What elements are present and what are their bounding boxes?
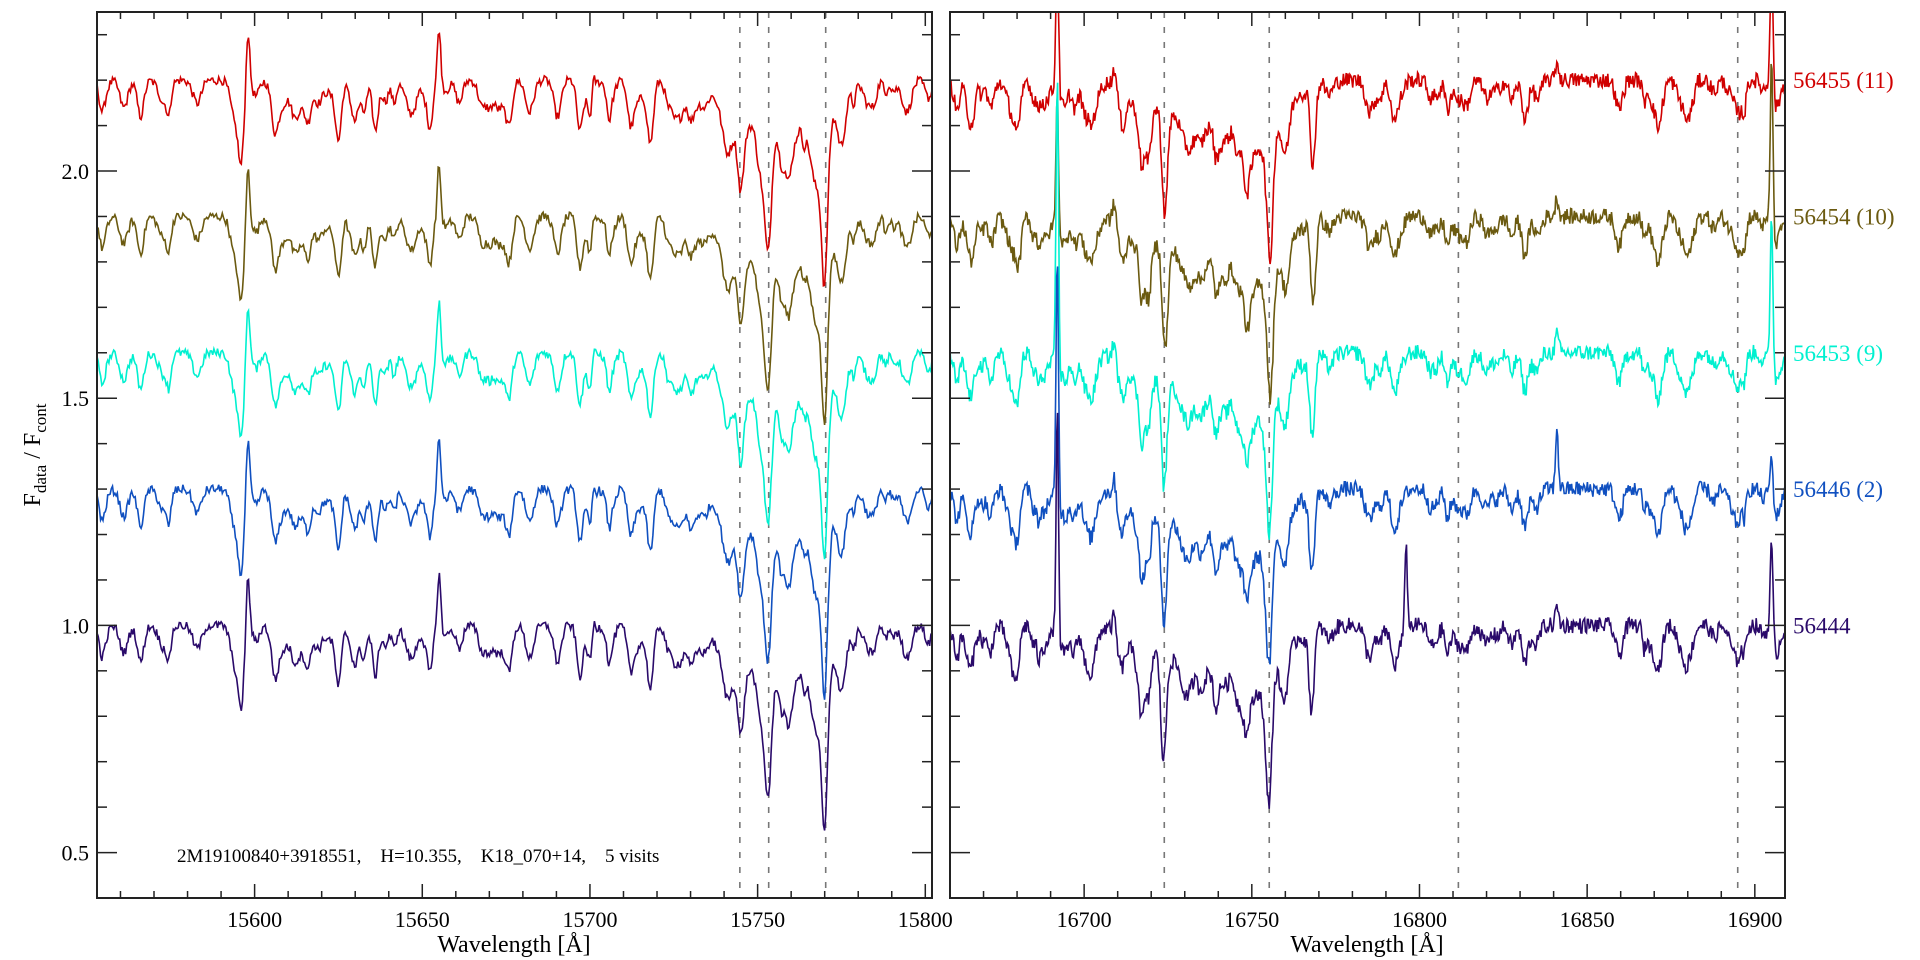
spectrum-line-56454: [96, 165, 933, 425]
x-axis-label-left: Wavelength [Å]: [437, 932, 590, 958]
spectrum-line-56446: [949, 266, 1786, 665]
series-label: 56455 (11): [1793, 68, 1894, 93]
series-label: 56454 (10): [1793, 204, 1895, 229]
series-labels: 56455 (11) 56454 (10) 56453 (9) 56446 (2) 56…: [1793, 68, 1895, 638]
y-axis-label: Fdata / Fcont: [20, 403, 50, 506]
series-label: 56446 (2): [1793, 477, 1883, 502]
panel-right: 16700 16750 16800 16850 16900: [949, 11, 1786, 932]
ylabel-sub2: cont: [31, 403, 50, 433]
series-label: 56444: [1793, 613, 1851, 638]
ylabel-sub1: data: [31, 464, 50, 493]
x-tick-label: 15800: [898, 907, 953, 932]
x-tick-label: 15700: [562, 907, 617, 932]
x-tick-label: 15750: [730, 907, 785, 932]
y-tick-label: 2.0: [62, 159, 90, 184]
y-tick-label: 0.5: [62, 841, 90, 866]
star-annotation: 2M19100840+3918551, H=10.355, K18_070+14…: [177, 846, 659, 867]
x-axis-label-right: Wavelength [Å]: [1290, 932, 1443, 958]
plot-frame: [949, 11, 1786, 899]
ylabel-main: F: [20, 493, 46, 506]
spectrum-line-56455: [96, 32, 933, 287]
x-tick-label: 16750: [1224, 907, 1279, 932]
spectrum-line-56444: [96, 572, 933, 831]
plot-frame: [96, 11, 933, 899]
x-tick-label: 16850: [1560, 907, 1615, 932]
spectrum-line-56453: [96, 300, 933, 560]
spectrum-line-56455: [949, 11, 1786, 265]
y-tick-label: 1.5: [62, 386, 90, 411]
panel-left: 15600 15650 15700 15750 15800 0.5 1.0 1.5 2.0: [62, 11, 953, 932]
spectrum-line-56444: [949, 412, 1786, 809]
spectrum-line-56454: [949, 63, 1786, 405]
y-tick-label: 1.0: [62, 613, 90, 638]
series-label: 56453 (9): [1793, 341, 1883, 366]
spectrum-line-56446: [96, 439, 933, 700]
x-tick-label: 15650: [395, 907, 450, 932]
ylabel-sep: / F: [20, 433, 46, 465]
spectrum-line-56453: [949, 82, 1786, 540]
x-tick-label: 16700: [1057, 907, 1112, 932]
x-tick-label: 15600: [227, 907, 282, 932]
x-tick-label: 16900: [1727, 907, 1782, 932]
x-tick-label: 16800: [1392, 907, 1447, 932]
